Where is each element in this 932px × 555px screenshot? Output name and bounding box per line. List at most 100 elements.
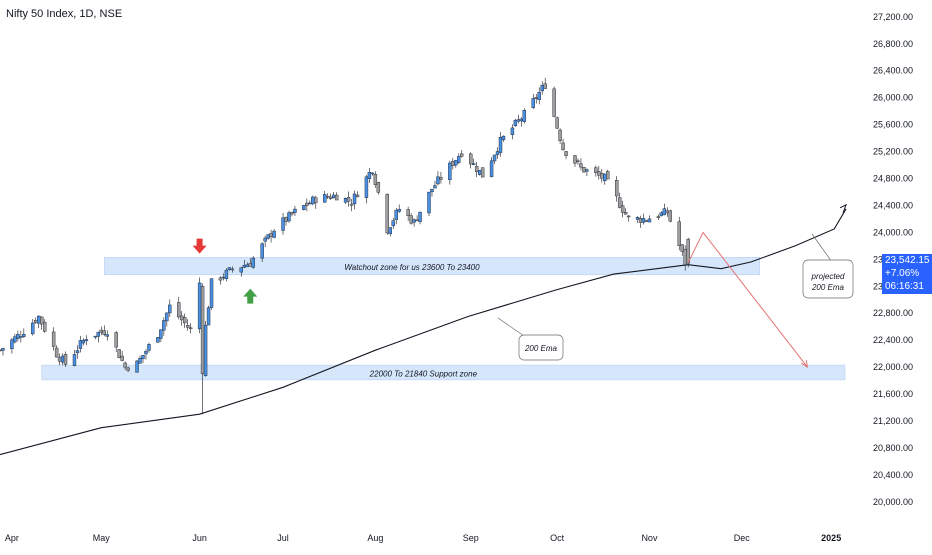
projected-callout-box <box>802 259 854 299</box>
candle <box>78 335 83 353</box>
x-tick-label: Jul <box>277 533 289 543</box>
candle-body <box>203 324 208 376</box>
candle <box>552 86 556 118</box>
support-zone-label: 22000 To 21840 Support zone <box>369 369 478 378</box>
candle <box>323 191 327 203</box>
candle <box>34 317 38 324</box>
candle-body <box>266 234 270 239</box>
candle-body <box>63 354 68 365</box>
candle <box>281 213 285 235</box>
candle-body <box>242 265 246 268</box>
candle-body <box>123 362 127 368</box>
candle-body <box>102 330 106 335</box>
candle <box>0 349 2 352</box>
candle <box>147 342 151 353</box>
candle-body <box>138 357 142 364</box>
candle-body <box>454 160 458 166</box>
candle-body <box>352 193 357 205</box>
chart-title: Nifty 50 Index, 1D, NSE <box>6 8 123 20</box>
candle-body <box>489 160 494 177</box>
candle-body <box>105 334 109 337</box>
candle-body <box>406 209 410 217</box>
candle-body <box>328 196 333 199</box>
candle <box>460 149 464 158</box>
candle <box>117 349 121 359</box>
candle-body <box>308 202 312 205</box>
candle-body <box>78 340 83 349</box>
candle-body <box>37 315 41 324</box>
candle-body <box>0 349 2 352</box>
candle <box>659 211 664 217</box>
candle-body <box>284 217 288 222</box>
candle <box>135 360 139 373</box>
candle <box>498 131 503 157</box>
candle <box>662 203 667 216</box>
candle <box>355 191 360 198</box>
candle-body <box>314 197 318 204</box>
candle-body <box>510 127 515 135</box>
candle-body <box>585 169 589 172</box>
candle <box>105 330 109 341</box>
candle <box>159 329 163 343</box>
candle-body <box>677 221 681 246</box>
candle <box>334 192 339 201</box>
x-tick-label: Oct <box>550 533 565 543</box>
candle-body <box>471 163 476 165</box>
candle-body <box>326 195 330 198</box>
projected-ema-arrowhead <box>839 203 847 213</box>
candle <box>188 323 193 334</box>
candle <box>394 207 398 225</box>
candle <box>314 195 318 209</box>
candle-body <box>623 211 628 215</box>
candle <box>284 216 288 226</box>
y-tick-label: 25,200.00 <box>873 147 913 157</box>
candle <box>370 172 375 176</box>
ema-callout: 200 Ema <box>497 317 564 361</box>
candle <box>141 355 145 364</box>
candle-body <box>10 339 14 350</box>
candle-body <box>686 238 690 264</box>
candle <box>1 347 5 356</box>
candle <box>311 195 315 206</box>
candle-body <box>519 118 524 122</box>
last-price-value: 23,542.15 <box>885 255 930 266</box>
candle <box>409 213 413 225</box>
candle <box>156 336 160 343</box>
candle-body <box>513 119 518 127</box>
candle <box>680 244 684 256</box>
candle <box>477 170 482 176</box>
last-price-change: +7.06% <box>885 268 920 279</box>
candle <box>555 116 559 130</box>
candle-body <box>364 176 369 198</box>
projected-callout-pointer <box>811 233 833 263</box>
candle <box>206 305 211 326</box>
candle-body <box>84 339 89 341</box>
candle-body <box>370 172 375 175</box>
candle-body <box>436 176 440 185</box>
y-tick-label: 26,000.00 <box>873 93 913 103</box>
candle <box>31 318 35 336</box>
candle <box>522 108 527 124</box>
candle <box>454 159 458 168</box>
ema-200-line <box>0 264 689 456</box>
candle <box>54 345 59 358</box>
candle-body <box>206 307 211 326</box>
candle <box>582 166 586 173</box>
y-tick-label: 20,800.00 <box>873 443 913 453</box>
candle-body <box>248 263 252 267</box>
candle-body <box>367 172 372 179</box>
candle <box>331 192 336 199</box>
candle-body <box>614 180 619 197</box>
candle-body <box>287 212 291 222</box>
candle-body <box>433 185 437 189</box>
candle-body <box>555 117 559 129</box>
candle <box>561 138 565 151</box>
candle-body <box>281 217 285 231</box>
candle <box>120 350 124 362</box>
candle <box>239 267 244 277</box>
y-tick-label: 26,400.00 <box>873 66 913 76</box>
candle-body <box>311 196 315 205</box>
candle <box>96 331 101 343</box>
candle <box>290 211 294 217</box>
